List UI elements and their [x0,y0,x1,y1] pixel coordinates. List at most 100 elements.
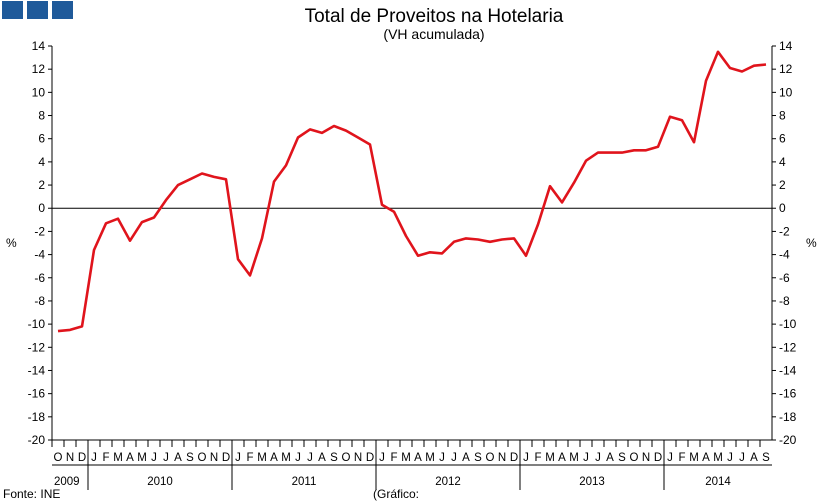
month-label: D [510,452,518,464]
month-label: N [66,452,74,464]
month-label: A [318,452,326,464]
y-tick-label-left: -16 [28,387,46,401]
month-label: J [163,452,169,464]
month-label: A [558,452,566,464]
year-label: 2009 [54,476,80,488]
y-tick-label-left: -2 [34,224,45,238]
month-label: A [606,452,614,464]
month-label: J [727,452,733,464]
month-label: M [113,452,123,464]
month-label: M [425,452,435,464]
y-tick-label-left: 8 [38,109,45,123]
footer-graphic: (Gráfico: [373,487,419,501]
series-line [57,50,767,333]
month-label: A [702,452,710,464]
logo-block-2 [27,1,48,19]
month-label: J [739,452,745,464]
y-tick-label-left: -10 [28,317,46,331]
month-label: M [689,452,699,464]
y-tick-label-right: -8 [779,294,790,308]
y-tick-label-left: 4 [38,155,45,169]
y-tick-label-left: -4 [34,248,45,262]
y-tick-label-right: 10 [779,85,793,99]
logo-block-1 [2,1,23,19]
month-label: J [595,452,601,464]
chart-title: Total de Proveitos na Hotelaria [305,6,564,27]
month-label: D [78,452,86,464]
year-label: 2012 [435,476,461,488]
month-label: A [414,452,422,464]
y-tick-label-right: 8 [779,109,786,123]
y-tick-label-right: -20 [779,433,797,447]
y-tick-label-left: -6 [34,271,45,285]
logo-block-3 [52,1,73,19]
y-tick-label-right: 14 [779,39,793,53]
month-label: A [174,452,182,464]
month-label: J [439,452,445,464]
month-label: J [667,452,673,464]
y-tick-label-right: 2 [779,178,786,192]
month-label: M [713,452,723,464]
month-label: J [151,452,157,464]
year-label: 2011 [292,476,317,488]
month-label: F [102,452,109,464]
month-label: F [246,452,253,464]
month-label: S [762,452,770,464]
y-tick-label-right: -14 [779,363,797,377]
month-label: M [137,452,147,464]
month-label: J [451,452,457,464]
y-tick-label-left: -18 [28,410,46,424]
month-label: S [618,452,626,464]
month-label: N [642,452,650,464]
month-label: O [342,452,351,464]
month-label: S [330,452,338,464]
y-tick-label-left: 2 [38,178,45,192]
month-label: S [474,452,482,464]
month-label: N [498,452,506,464]
month-label: N [354,452,362,464]
month-label: M [257,452,267,464]
y-tick-label-right: -10 [779,317,797,331]
year-label: 2010 [147,476,173,488]
chart-subtitle: (VH acumulada) [383,26,484,42]
month-label: J [235,452,241,464]
month-label: D [366,452,374,464]
y-tick-label-left: -8 [34,294,45,308]
y-tick-label-right: -2 [779,224,790,238]
month-label: J [295,452,301,464]
month-label: M [281,452,291,464]
month-label: O [54,452,63,464]
y-tick-label-left: -14 [28,363,46,377]
month-label: J [523,452,529,464]
y-tick-label-left: -12 [28,340,46,354]
month-label: A [462,452,470,464]
year-label: 2014 [705,476,731,488]
month-label: A [126,452,134,464]
month-label: O [198,452,207,464]
month-label: M [545,452,555,464]
month-label: D [654,452,662,464]
y-axis-label-left: % [6,236,17,250]
month-label: J [307,452,313,464]
y-tick-label-left: -20 [28,433,46,447]
y-tick-label-right: 6 [779,132,786,146]
y-tick-label-right: 12 [779,62,793,76]
month-label: J [583,452,589,464]
month-label: J [379,452,385,464]
y-tick-label-left: 14 [32,39,46,53]
month-label: F [678,452,685,464]
y-tick-label-left: 6 [38,132,45,146]
y-tick-label-right: 0 [779,201,786,215]
month-label: S [186,452,194,464]
month-label: A [750,452,758,464]
y-tick-label-right: -18 [779,410,797,424]
y-axis-label-right: % [806,236,817,250]
month-label: N [210,452,218,464]
ine-logo [2,1,73,19]
month-label: D [222,452,230,464]
y-tick-label-left: 0 [38,201,45,215]
month-label: O [630,452,639,464]
month-label: F [534,452,541,464]
y-tick-label-right: 4 [779,155,786,169]
